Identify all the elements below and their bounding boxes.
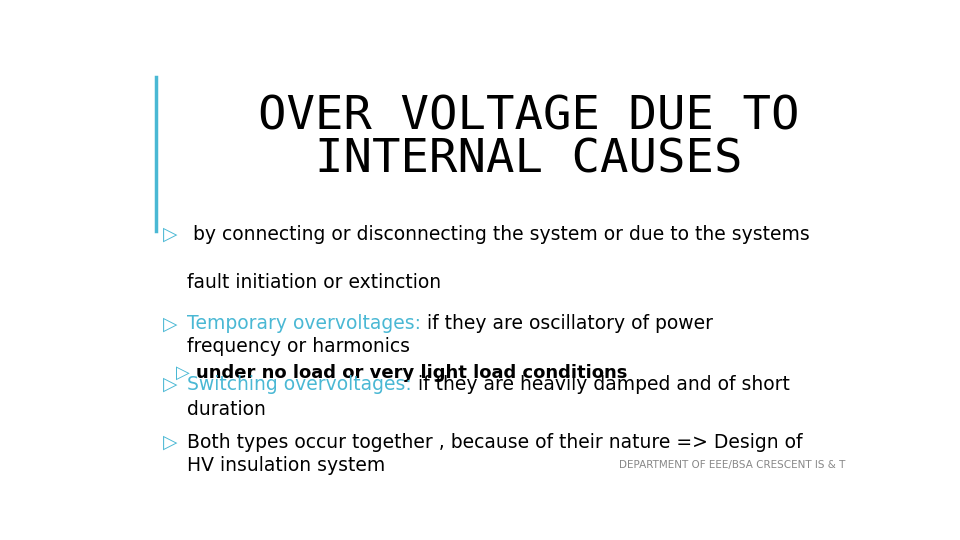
Text: ▷: ▷ (163, 375, 178, 394)
Text: by connecting or disconnecting the system or due to the systems: by connecting or disconnecting the syste… (187, 225, 809, 244)
Text: DEPARTMENT OF EEE/BSA CRESCENT IS & T: DEPARTMENT OF EEE/BSA CRESCENT IS & T (619, 460, 846, 470)
Text: Both types occur together , because of their nature => Design of: Both types occur together , because of t… (187, 433, 803, 452)
Text: OVER VOLTAGE DUE TO: OVER VOLTAGE DUE TO (258, 94, 800, 139)
Text: fault initiation or extinction: fault initiation or extinction (187, 273, 441, 292)
Text: ▷: ▷ (163, 433, 178, 452)
Text: ▷: ▷ (176, 364, 190, 382)
Text: HV insulation system: HV insulation system (187, 456, 385, 475)
Text: Switching overvoltages:: Switching overvoltages: (187, 375, 412, 394)
Text: INTERNAL CAUSES: INTERNAL CAUSES (316, 138, 743, 183)
Text: ▷: ▷ (163, 314, 178, 333)
Text: Temporary overvoltages:: Temporary overvoltages: (187, 314, 420, 333)
Text: if they are oscillatory of power: if they are oscillatory of power (421, 314, 713, 333)
Text: ▷: ▷ (163, 225, 178, 244)
Text: frequency or harmonics: frequency or harmonics (187, 337, 410, 356)
Text: if they are heavily damped and of short: if they are heavily damped and of short (412, 375, 789, 394)
Text: duration: duration (187, 400, 266, 419)
Text: under no load or very light load conditions: under no load or very light load conditi… (196, 364, 627, 382)
